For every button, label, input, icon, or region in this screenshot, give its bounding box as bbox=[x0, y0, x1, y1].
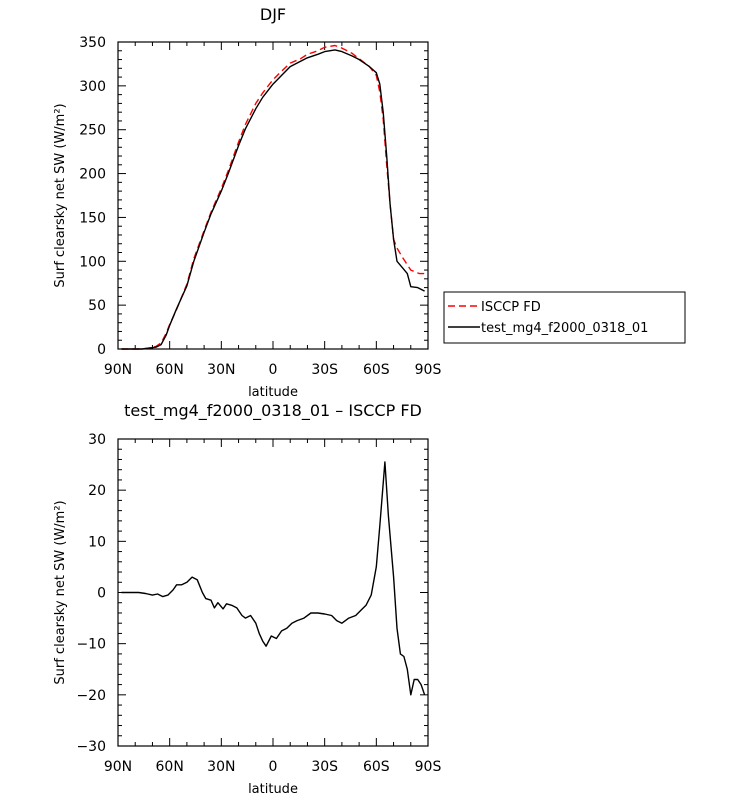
x-axis-label: latitude bbox=[248, 385, 298, 400]
y-tick-label: 0 bbox=[97, 586, 106, 602]
y-axis-label: Surf clearsky net SW (W/m²) bbox=[53, 103, 68, 287]
x-tick-label: 60S bbox=[363, 362, 390, 378]
x-tick-label: 30N bbox=[207, 759, 235, 775]
plot-frame bbox=[117, 41, 429, 350]
y-tick-label: 50 bbox=[88, 298, 106, 314]
y-tick-label: 300 bbox=[79, 79, 106, 95]
x-tick-label: 60N bbox=[156, 362, 184, 378]
chart-panel-2: 90N 60N 30N 0 30S 60S 90S −30 −20 −10 0 10 20 30 test_… bbox=[53, 401, 441, 797]
x-tick-label: 30N bbox=[207, 362, 235, 378]
x-tick-label: 60N bbox=[156, 759, 184, 775]
y-tick-label: 200 bbox=[79, 167, 106, 183]
x-tick-label: 90N bbox=[104, 362, 132, 378]
legend-entry: test_mg4_f2000_0318_01 bbox=[481, 321, 648, 336]
y-tick-label: 150 bbox=[79, 210, 106, 226]
series-line-test-mg4-f2000-0318-01 bbox=[121, 49, 425, 350]
y-tick-label: 30 bbox=[88, 432, 106, 448]
x-axis-label: latitude bbox=[248, 782, 298, 797]
y-tick-label: 0 bbox=[97, 342, 106, 358]
y-tick-label: 250 bbox=[79, 123, 106, 139]
chart-panel-1: 90N 60N 30N 0 30S 60S 90S 0 50 100 150 200 250 300 350… bbox=[53, 5, 686, 400]
x-tick-label: 90N bbox=[104, 759, 132, 775]
y-tick-label: −30 bbox=[76, 739, 106, 755]
y-tick-label: 350 bbox=[79, 35, 106, 51]
x-tick-label: 90S bbox=[415, 759, 442, 775]
x-tick-label: 90S bbox=[415, 362, 442, 378]
chart-title: test_mg4_f2000_0318_01 – ISCCP FD bbox=[124, 401, 422, 421]
x-tick-label: 30S bbox=[311, 362, 338, 378]
series-line-difference bbox=[121, 461, 426, 696]
plot-frame bbox=[117, 438, 429, 747]
legend: ISCCP FD test_mg4_f2000_0318_01 bbox=[443, 291, 686, 344]
y-tick-label: −10 bbox=[76, 637, 106, 653]
legend-entry: ISCCP FD bbox=[481, 300, 541, 315]
y-tick-label: 10 bbox=[88, 534, 106, 550]
series-line-isccp-fd bbox=[121, 44, 425, 350]
x-tick-label: 30S bbox=[311, 759, 338, 775]
x-tick-label: 0 bbox=[269, 759, 278, 775]
y-axis-label: Surf clearsky net SW (W/m²) bbox=[53, 500, 68, 684]
y-tick-label: 20 bbox=[88, 483, 106, 499]
chart-title: DJF bbox=[260, 5, 286, 24]
y-tick-label: 100 bbox=[79, 254, 106, 270]
y-tick-label: −20 bbox=[76, 688, 106, 704]
x-tick-label: 60S bbox=[363, 759, 390, 775]
x-tick-label: 0 bbox=[269, 362, 278, 378]
legend-box bbox=[443, 291, 686, 344]
